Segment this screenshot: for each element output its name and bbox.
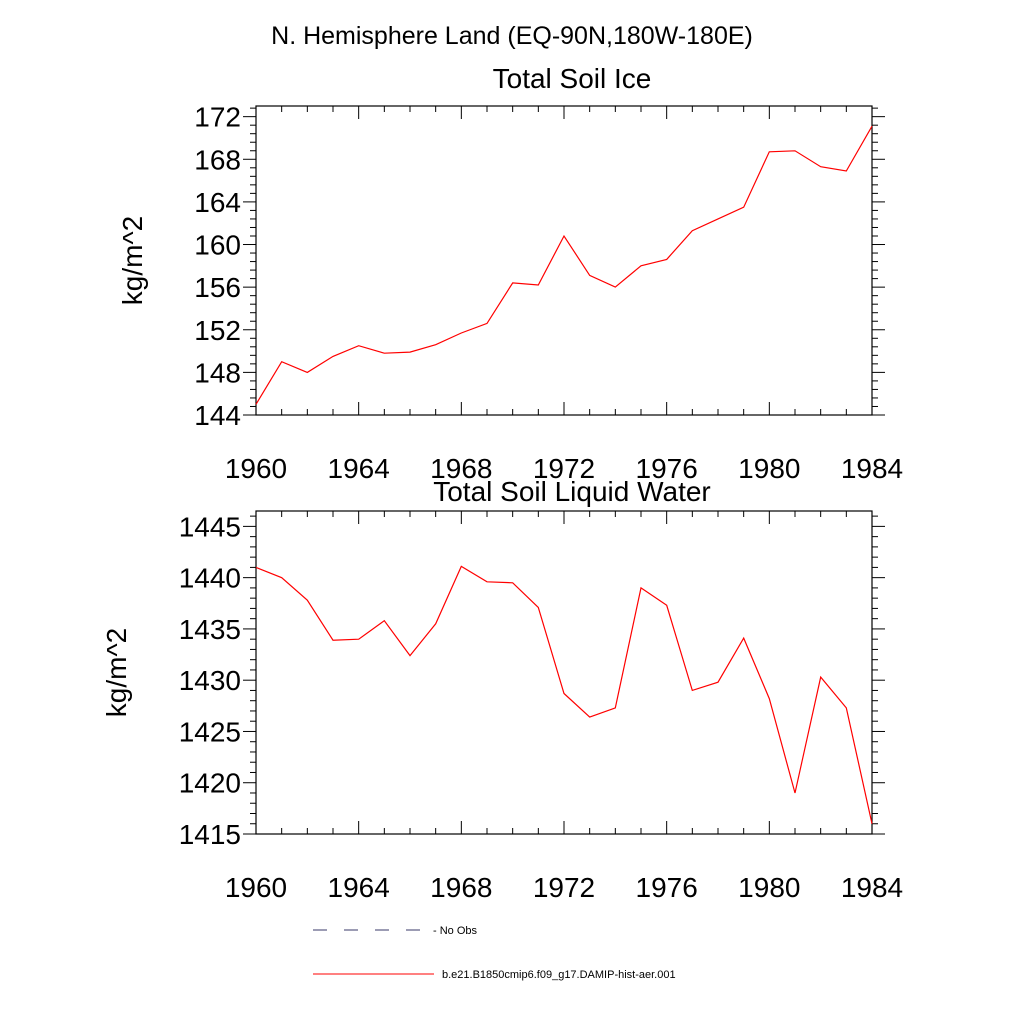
x-tick-label: 1980 [738,453,800,484]
series-line [255,565,873,824]
panel-total-soil-liquid-water: Total Soil Liquid Water kg/m^2 1960 1964 196… [101,476,903,903]
x-tick-label: 1972 [533,453,595,484]
y-tick-label: 172 [194,102,241,133]
x-tick-label: 1960 [225,872,287,903]
y-tick-label: 1440 [179,563,241,594]
figure-title: N. Hemisphere Land (EQ-90N,180W-180E) [271,22,753,50]
y-axis-label: kg/m^2 [117,216,148,305]
y-axis-label: kg/m^2 [101,628,132,717]
y-tick-label: 1435 [179,614,241,645]
x-tick-label: 1964 [328,872,390,903]
plot-frame [255,510,873,835]
legend-label-no-obs: - No Obs [433,925,478,937]
plot-frame [255,105,873,416]
legend-label-model: b.e21.B1850cmip6.f09_g17.DAMIP-hist-aer.… [442,969,676,981]
x-tick-label: 1964 [328,453,390,484]
legend: - No Obs b.e21.B1850cmip6.f09_g17.DAMIP-… [313,925,676,981]
x-tick-label: 1976 [636,453,698,484]
y-tick-label: 1445 [179,511,241,542]
y-tick-label: 156 [194,272,241,303]
y-tick-label: 144 [194,400,241,431]
chart-title: Total Soil Liquid Water [433,476,711,507]
y-tick-label: 152 [194,315,241,346]
y-tick-label: 164 [194,187,241,218]
x-tick-label: 1984 [841,453,903,484]
y-tick-label: 160 [194,230,241,261]
y-tick-label: 1425 [179,716,241,747]
y-tick-label: 148 [194,357,241,388]
panel-total-soil-ice: Total Soil Ice kg/m^2 1960 1964 1968 1972 1976… [117,63,903,484]
y-tick-label: 168 [194,144,241,175]
x-tick-label: 1968 [430,872,492,903]
y-tick-label: 1430 [179,665,241,696]
y-tick-label: 1420 [179,768,241,799]
x-tick-label: 1976 [636,872,698,903]
y-tick-label: 1415 [179,819,241,850]
x-tick-label: 1984 [841,872,903,903]
x-tick-label: 1972 [533,872,595,903]
x-tick-label: 1980 [738,872,800,903]
chart-title: Total Soil Ice [493,63,652,94]
x-tick-label: 1960 [225,453,287,484]
x-tick-label: 1968 [430,453,492,484]
series-line [255,125,873,405]
